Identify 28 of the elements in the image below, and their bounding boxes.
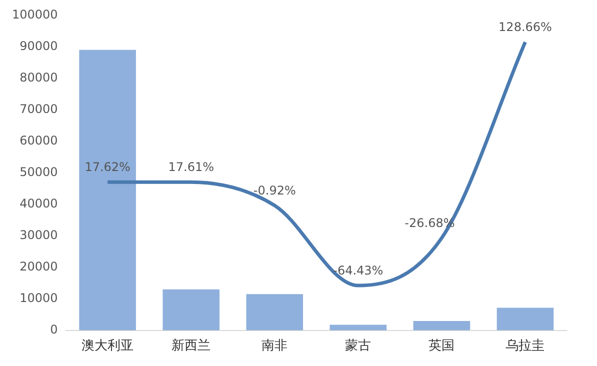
bar: [330, 324, 387, 330]
y-tick-label: 70000: [20, 102, 58, 116]
y-tick-label: 20000: [20, 259, 58, 274]
y-tick-label: 0: [50, 322, 58, 337]
bar: [162, 289, 220, 330]
bar: [496, 308, 554, 330]
y-tick-label: 40000: [20, 196, 58, 210]
y-tick-label: 10000: [20, 291, 58, 306]
x-tick-label: 南非: [262, 338, 288, 354]
y-tick-label: 90000: [20, 38, 58, 53]
bar: [413, 320, 470, 330]
bar: [246, 294, 304, 330]
y-tick-label: 50000: [20, 164, 58, 179]
x-tick-label: 蒙古: [345, 338, 372, 354]
y-tick-label: 30000: [20, 228, 58, 242]
data-label: -64.43%: [333, 264, 384, 278]
bar: [79, 50, 136, 330]
data-label: 17.62%: [84, 160, 130, 174]
y-tick-label: 60000: [20, 133, 58, 148]
x-tick-label: 新西兰: [172, 338, 211, 354]
x-tick-label: 澳大利亚: [82, 338, 134, 354]
y-tick-label: 100000: [12, 7, 58, 22]
x-tick-label: 乌拉圭: [506, 338, 545, 354]
data-label: -0.92%: [253, 184, 296, 198]
data-label: 17.61%: [168, 160, 214, 174]
x-tick-label: 英国: [428, 338, 455, 354]
y-tick-label: 80000: [20, 70, 58, 84]
data-label: 128.66%: [498, 20, 552, 34]
